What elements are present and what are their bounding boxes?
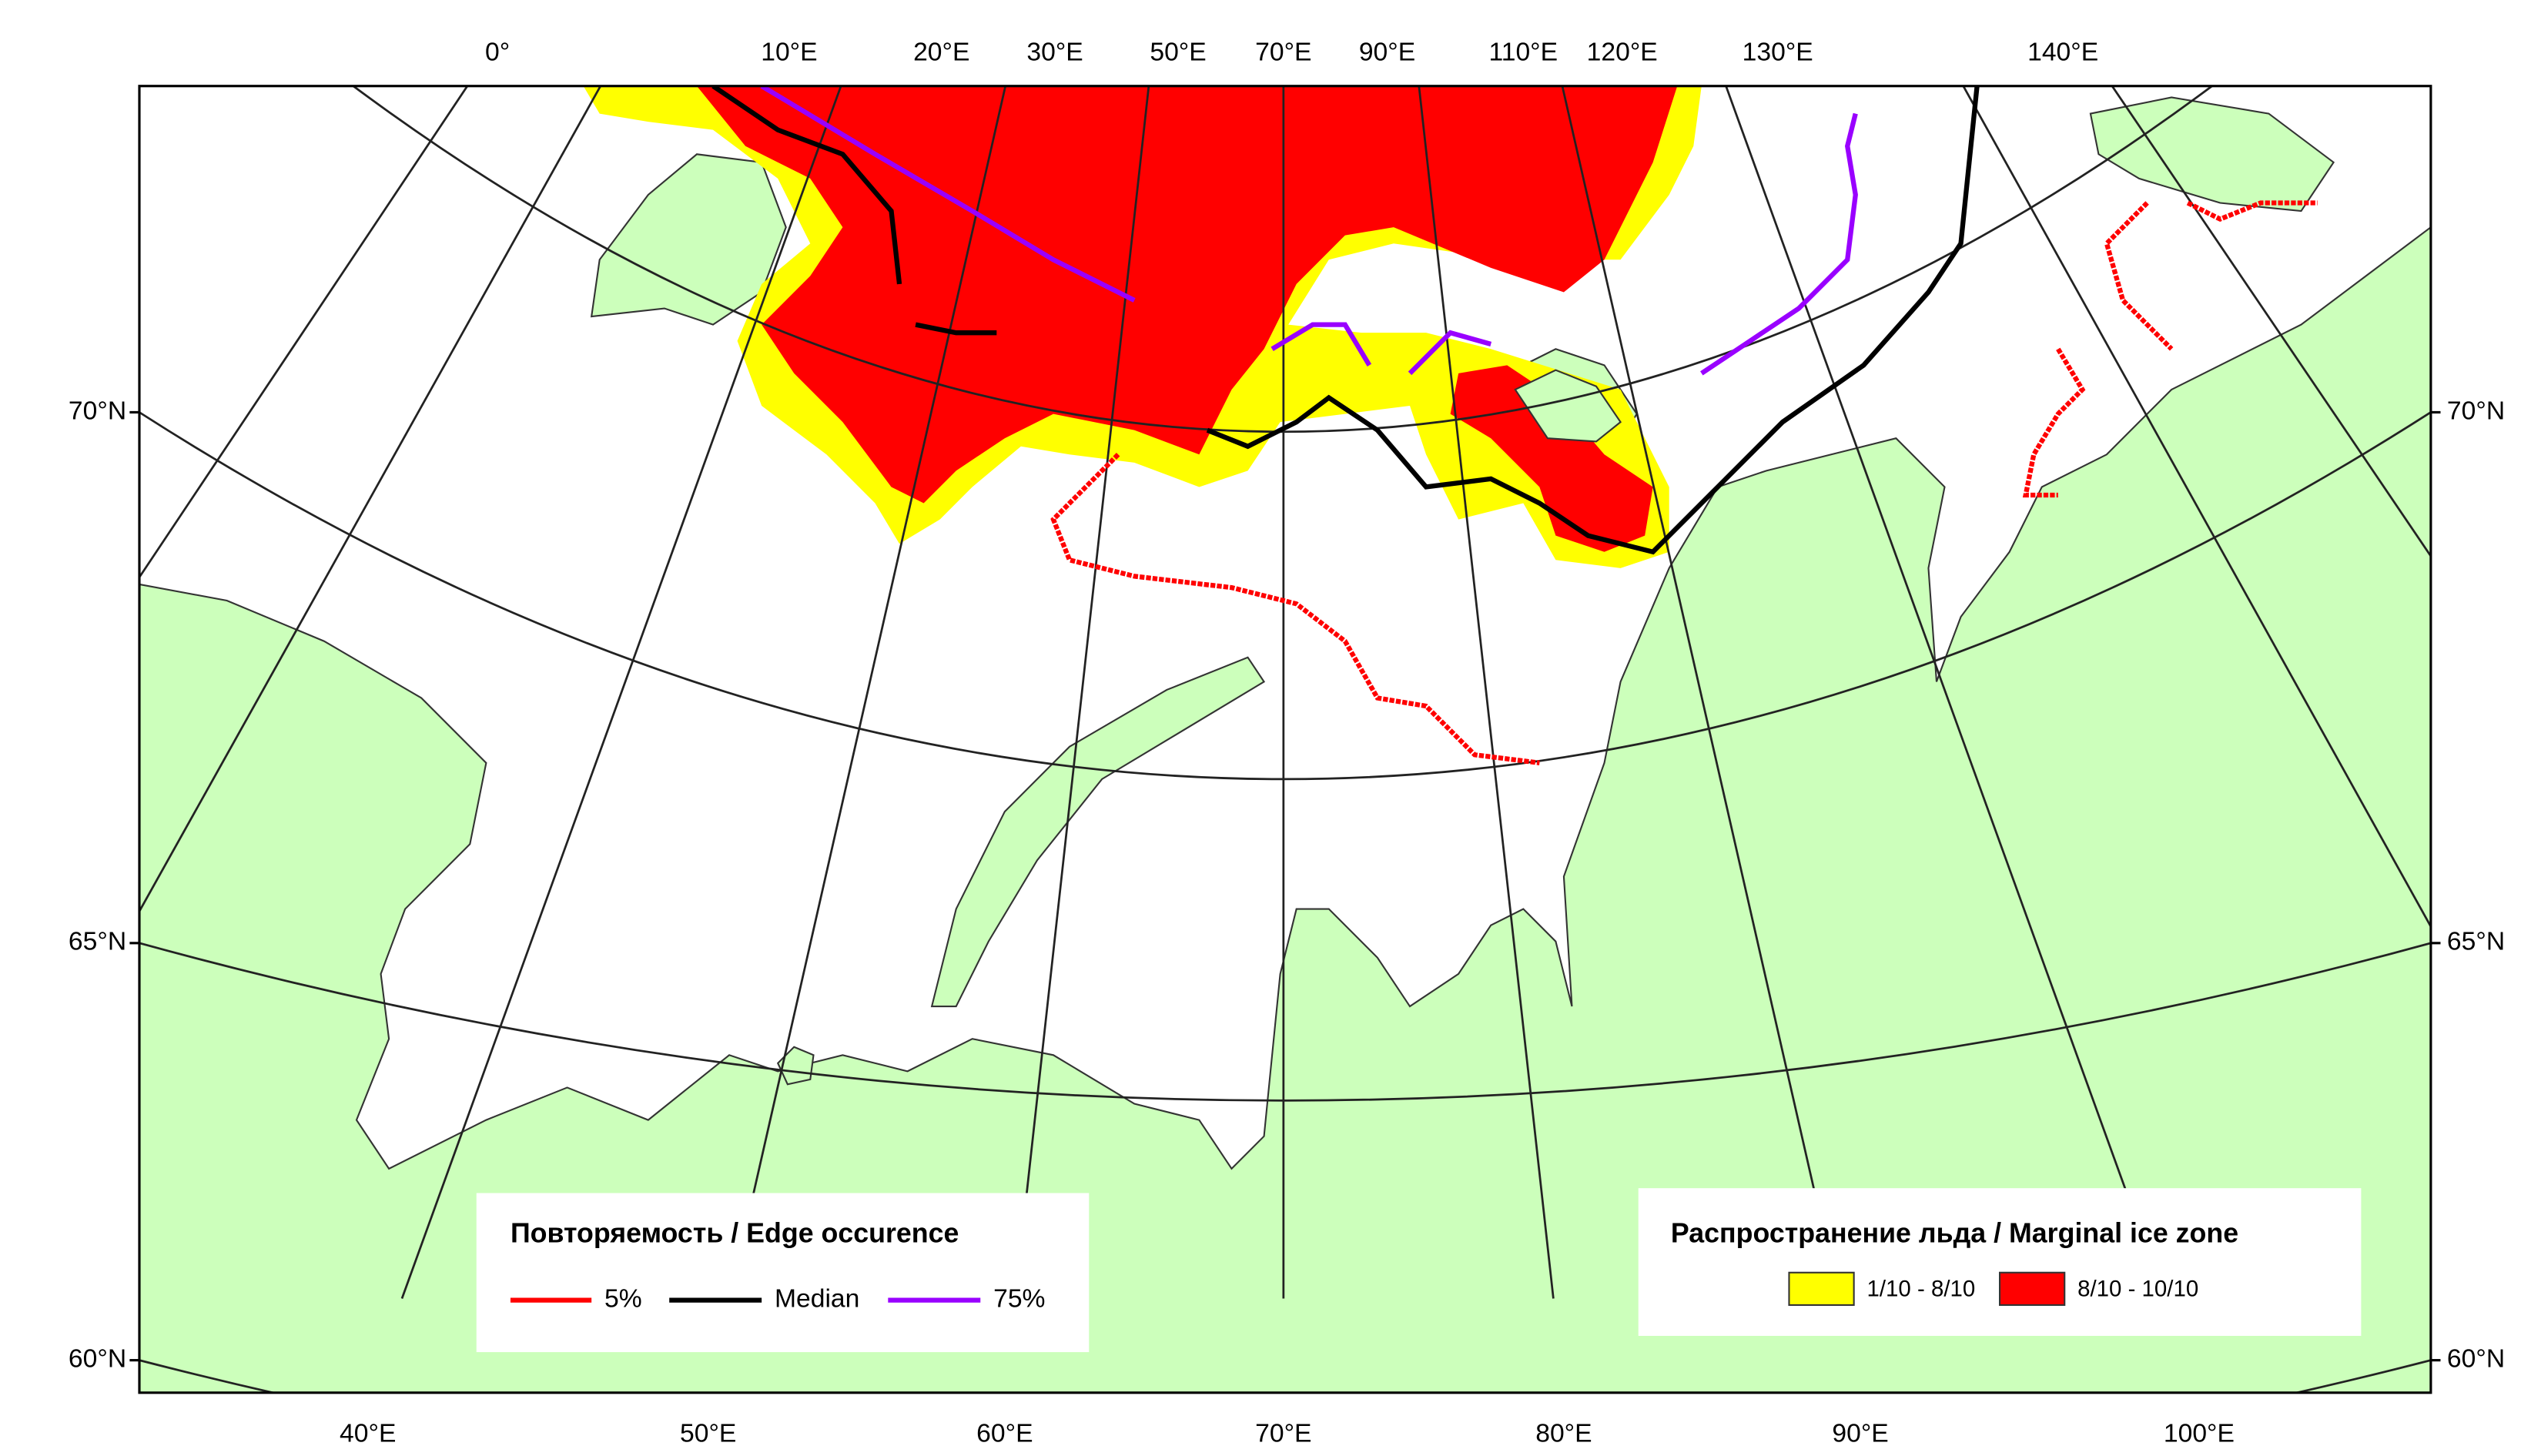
legend-label: 8/10 - 10/10: [2077, 1277, 2198, 1302]
bottom-label: 100°E: [2164, 1418, 2235, 1448]
novaya-zemlya: [930, 656, 1266, 1008]
meridian: [1962, 85, 2431, 929]
left-label: 65°N: [69, 927, 126, 956]
legend-ice-title: Распространение льда / Marginal ice zone: [1671, 1218, 2238, 1249]
edge-75pct-3: [1408, 330, 1492, 376]
edge-5pct: [1050, 453, 1540, 765]
legend-ice-box: [1638, 1188, 2362, 1336]
edge-5pct-east-2: [2022, 347, 2086, 498]
bottom-label: 50°E: [680, 1418, 736, 1448]
edge-75pct-4: [1700, 112, 1858, 376]
right-label: 70°N: [2447, 396, 2505, 425]
right-label: 65°N: [2447, 927, 2505, 956]
bottom-label: 70°E: [1255, 1418, 1311, 1448]
edge-median: [711, 85, 902, 285]
edge-median-2: [915, 322, 997, 336]
meridian: [1013, 85, 1150, 1299]
top-label: 140°E: [2027, 37, 2098, 66]
map-frame: [138, 85, 2432, 1394]
bottom-label: 90°E: [1832, 1418, 1888, 1448]
legend-ice-items: 1/10 - 8/10 8/10 - 10/10: [1788, 1271, 2198, 1306]
legend-label: 75%: [993, 1284, 1045, 1314]
bottom-label: 80°E: [1535, 1418, 1592, 1448]
edge-5pct-east: [2104, 201, 2174, 351]
legend-label: Median: [775, 1284, 859, 1314]
severnaya-zemlya-top: [1514, 369, 1622, 443]
new-siberian-islands: [2089, 96, 2335, 213]
top-label: 90°E: [1359, 37, 1415, 66]
top-label: 30°E: [1026, 37, 1083, 66]
left-label: 70°N: [69, 396, 126, 425]
legend-edge-box: [476, 1193, 1090, 1353]
legend-edge-title: Повторяемость / Edge occurence: [511, 1218, 959, 1249]
top-label: 50°E: [1150, 37, 1206, 66]
left-label: 60°N: [69, 1344, 126, 1374]
kolguev: [776, 1046, 815, 1086]
bottom-label: 40°E: [340, 1418, 396, 1448]
top-label: 110°E: [1489, 37, 1558, 66]
svalbard: [590, 153, 787, 326]
edge-75pct: [760, 85, 1136, 303]
meridian: [139, 85, 602, 914]
mainland: [139, 226, 2431, 1393]
meridian: [1725, 85, 2166, 1299]
bottom-label: 60°E: [976, 1418, 1033, 1448]
top-label: 0°: [485, 37, 510, 66]
legend-swatch: [1999, 1271, 2066, 1306]
meridian: [728, 85, 1007, 1299]
right-label: 60°N: [2447, 1344, 2505, 1374]
meridian: [1561, 85, 1840, 1299]
legend-label: 1/10 - 8/10: [1866, 1277, 1975, 1302]
legend-swatch: [1788, 1271, 1855, 1306]
meridian: [400, 85, 842, 1299]
top-label: 70°E: [1255, 37, 1311, 66]
edge-5pct-east-3: [2186, 200, 2318, 223]
legend-label: 5%: [604, 1284, 642, 1314]
meridian: [1418, 85, 1555, 1299]
edge-75pct-2: [1270, 322, 1372, 367]
top-label: 130°E: [1743, 37, 1813, 66]
edge-median-3: [1206, 85, 1980, 555]
top-label: 120°E: [1587, 37, 1658, 66]
top-label: 20°E: [913, 37, 969, 66]
top-label: 10°E: [761, 37, 817, 66]
legend-edge-items: 5% Median 75%: [510, 1284, 1045, 1314]
